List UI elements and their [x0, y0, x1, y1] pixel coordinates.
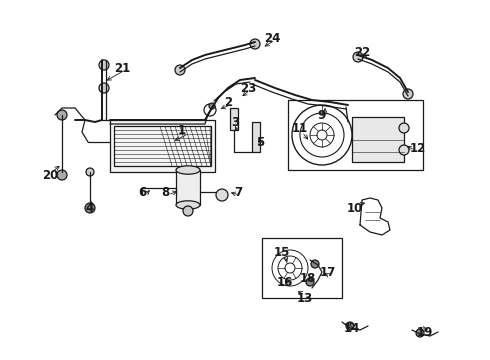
Text: 1: 1	[178, 123, 186, 136]
Ellipse shape	[176, 201, 200, 209]
Text: 12: 12	[410, 141, 426, 154]
Text: 8: 8	[161, 185, 169, 198]
Text: 18: 18	[300, 271, 316, 284]
Circle shape	[399, 123, 409, 133]
Text: 20: 20	[42, 168, 58, 181]
Bar	[176, 170, 200, 205]
Text: 6: 6	[138, 185, 146, 198]
Text: 7: 7	[234, 185, 242, 198]
Text: 10: 10	[347, 202, 363, 215]
Text: 4: 4	[86, 202, 94, 215]
Bar	[288, 100, 423, 170]
Circle shape	[209, 103, 215, 109]
Text: 15: 15	[274, 246, 290, 258]
Circle shape	[311, 260, 319, 268]
Bar	[252, 122, 260, 152]
Text: 17: 17	[320, 266, 336, 279]
Text: 14: 14	[344, 321, 360, 334]
Text: 21: 21	[114, 62, 130, 75]
Bar	[114, 126, 211, 166]
Text: 19: 19	[417, 325, 433, 338]
Text: 11: 11	[292, 122, 308, 135]
Text: 3: 3	[231, 116, 239, 129]
Circle shape	[183, 206, 193, 216]
Circle shape	[99, 60, 109, 70]
Circle shape	[86, 168, 94, 176]
Text: 24: 24	[264, 31, 280, 45]
Text: 23: 23	[240, 81, 256, 94]
Circle shape	[85, 203, 95, 213]
Circle shape	[99, 83, 109, 93]
Text: 16: 16	[277, 275, 293, 288]
Bar	[110, 120, 215, 172]
Circle shape	[57, 110, 67, 120]
Bar	[352, 117, 404, 162]
Circle shape	[250, 39, 260, 49]
Circle shape	[403, 89, 413, 99]
Text: 9: 9	[318, 108, 326, 122]
Circle shape	[399, 145, 409, 155]
Bar	[262, 238, 342, 298]
Circle shape	[175, 65, 185, 75]
Circle shape	[216, 189, 228, 201]
Circle shape	[57, 170, 67, 180]
Text: 2: 2	[224, 95, 232, 108]
Circle shape	[306, 278, 314, 286]
Ellipse shape	[176, 166, 200, 174]
Text: 13: 13	[297, 292, 313, 305]
Circle shape	[353, 52, 363, 62]
Text: 22: 22	[354, 45, 370, 59]
Text: 5: 5	[256, 135, 264, 149]
Circle shape	[416, 329, 424, 337]
Bar	[230, 108, 238, 130]
Circle shape	[346, 322, 354, 330]
